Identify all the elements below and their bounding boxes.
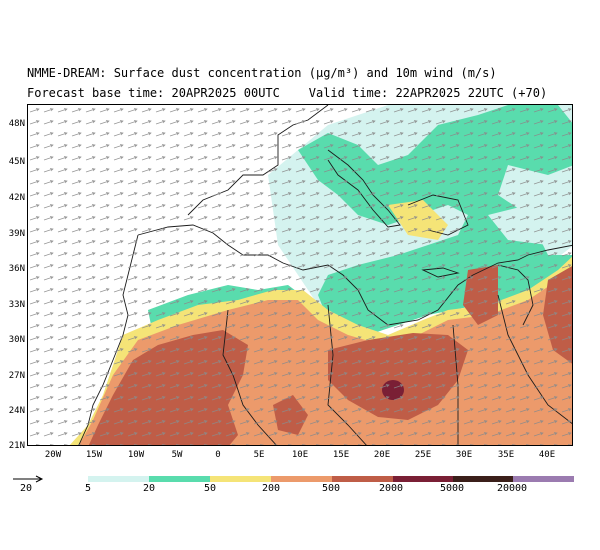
map-title: NMME-DREAM: Surface dust concentration (… bbox=[27, 66, 497, 80]
colorbar-label: 500 bbox=[321, 483, 341, 494]
lon-tick: 25E bbox=[414, 450, 432, 460]
lon-tick: 40E bbox=[538, 450, 556, 460]
colorbar-label: 50 bbox=[203, 483, 217, 494]
forecast-time-subtitle: Forecast base time: 20APR2025 00UTC Vali… bbox=[27, 86, 548, 100]
map-canvas bbox=[28, 105, 572, 445]
lat-tick: 39N bbox=[8, 229, 25, 239]
wind-reference-label: 20 bbox=[20, 483, 33, 494]
lon-tick: 20E bbox=[373, 450, 391, 460]
lon-tick: 15W bbox=[85, 450, 103, 460]
colorbar-segment bbox=[453, 476, 513, 482]
lon-tick: 20W bbox=[44, 450, 62, 460]
colorbar-label: 5000 bbox=[439, 483, 465, 494]
lon-tick: 5E bbox=[253, 450, 265, 460]
lon-tick: 30E bbox=[455, 450, 473, 460]
colorbar-label: 200 bbox=[261, 483, 281, 494]
lat-tick: 21N bbox=[8, 441, 25, 451]
lon-tick: 15E bbox=[332, 450, 350, 460]
lon-tick: 10E bbox=[291, 450, 309, 460]
colorbar-segment bbox=[271, 476, 332, 482]
lon-tick: 5W bbox=[171, 450, 183, 460]
colorbar-label: 20000 bbox=[496, 483, 528, 494]
colorbar-segment bbox=[513, 476, 574, 482]
lon-tick: 10W bbox=[127, 450, 145, 460]
colorbar-label: 2000 bbox=[378, 483, 404, 494]
lat-tick: 33N bbox=[8, 300, 25, 310]
colorbar-segment bbox=[88, 476, 149, 482]
lat-tick: 30N bbox=[8, 335, 25, 345]
colorbar-segment bbox=[149, 476, 210, 482]
lat-tick: 27N bbox=[8, 371, 25, 381]
wind-reference-arrow-icon bbox=[13, 475, 44, 483]
colorbar-label: 5 bbox=[84, 483, 92, 494]
lon-tick: 35E bbox=[497, 450, 515, 460]
lat-tick: 45N bbox=[8, 157, 25, 167]
colorbar-label: 20 bbox=[142, 483, 156, 494]
lon-tick: 0 bbox=[215, 450, 221, 460]
lat-tick: 24N bbox=[8, 406, 25, 416]
colorbar-segment bbox=[210, 476, 271, 482]
colorbar-segment bbox=[332, 476, 393, 482]
colorbar-segment bbox=[393, 476, 453, 482]
lat-tick: 42N bbox=[8, 193, 25, 203]
dust-colorbar bbox=[88, 476, 574, 482]
dust-forecast-map bbox=[27, 104, 573, 446]
lat-tick: 36N bbox=[8, 264, 25, 274]
lat-tick: 48N bbox=[8, 119, 25, 129]
